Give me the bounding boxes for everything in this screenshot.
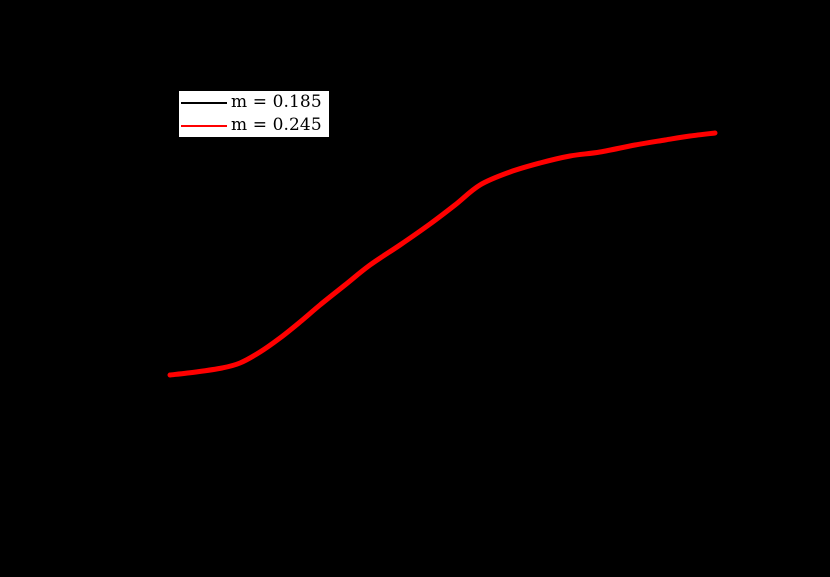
series-line-m-0185: [167, 130, 718, 378]
legend-entry: m = 0.245: [179, 114, 329, 137]
legend-entry-label: m = 0.245: [231, 115, 322, 135]
legend-entry-label: m = 0.185: [231, 92, 322, 112]
plot-legend: m = 0.185 m = 0.245: [178, 90, 330, 138]
series-line-m-0245: [167, 130, 718, 378]
line-swatch-red: [181, 124, 227, 127]
line-swatch-black: [181, 101, 227, 104]
legend-entry: m = 0.185: [179, 91, 329, 114]
